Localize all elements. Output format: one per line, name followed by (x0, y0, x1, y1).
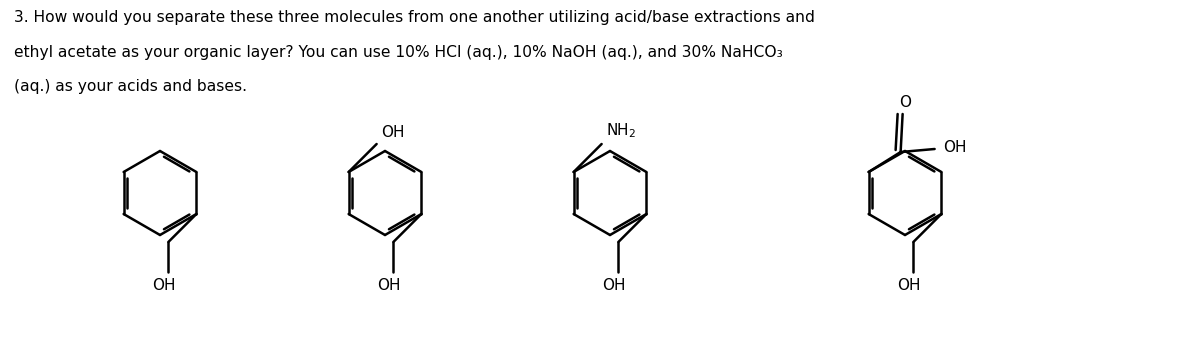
Text: (aq.) as your acids and bases.: (aq.) as your acids and bases. (14, 79, 247, 94)
Text: OH: OH (898, 277, 922, 293)
Text: OH: OH (943, 139, 966, 155)
Text: OH: OH (152, 277, 176, 293)
Text: 3. How would you separate these three molecules from one another utilizing acid/: 3. How would you separate these three mo… (14, 10, 815, 25)
Text: NH$_2$: NH$_2$ (606, 121, 636, 140)
Text: OH: OH (378, 277, 401, 293)
Text: O: O (899, 95, 911, 110)
Text: OH: OH (380, 125, 404, 140)
Text: ethyl acetate as your organic layer? You can use 10% HCl (aq.), 10% NaOH (aq.), : ethyl acetate as your organic layer? You… (14, 45, 784, 60)
Text: OH: OH (602, 277, 626, 293)
